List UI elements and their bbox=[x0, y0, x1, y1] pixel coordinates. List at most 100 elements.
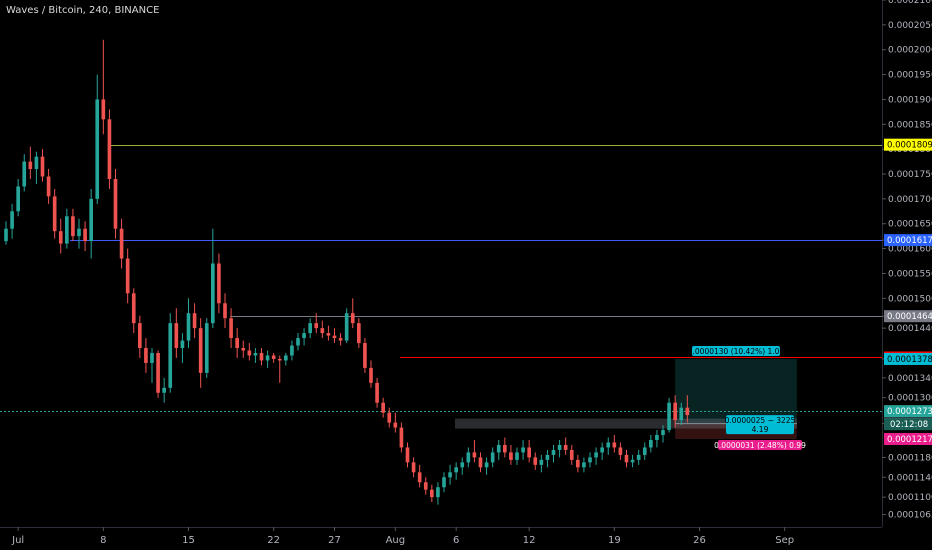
candle-body bbox=[363, 343, 367, 368]
candle-body bbox=[655, 435, 659, 440]
candle-body bbox=[308, 323, 312, 334]
candle-body bbox=[405, 447, 410, 463]
price-tick-label: 0.0002100 bbox=[888, 0, 932, 6]
candle-body bbox=[101, 99, 106, 120]
candle-body bbox=[490, 452, 495, 463]
candle-body bbox=[357, 323, 361, 344]
candle-body bbox=[642, 447, 647, 455]
position-stats-text: 4.19 bbox=[752, 425, 769, 434]
time-tick-label: 22 bbox=[267, 535, 280, 546]
candle-body bbox=[618, 447, 623, 455]
candle-body bbox=[28, 161, 33, 170]
level-price-tag: 0.0001617 bbox=[887, 236, 932, 246]
level-price-tag: 0.0001809 bbox=[887, 141, 932, 151]
candle-body bbox=[302, 333, 306, 339]
candle-body bbox=[320, 328, 325, 334]
candle-body bbox=[557, 444, 562, 450]
candle-body bbox=[448, 472, 452, 478]
candle-body bbox=[478, 457, 483, 468]
time-tick-label: Aug bbox=[386, 535, 406, 546]
candle-body bbox=[192, 313, 197, 329]
price-tick-label: 0.0001950 bbox=[888, 71, 932, 81]
profit-zone bbox=[675, 358, 797, 424]
candle-body bbox=[411, 462, 416, 473]
candle-body bbox=[527, 447, 531, 458]
price-tag-bg bbox=[884, 433, 932, 446]
candle-body bbox=[4, 228, 8, 242]
candle-body bbox=[338, 338, 343, 341]
candle-body bbox=[624, 454, 629, 463]
price-tick-label: 0.0001300 bbox=[888, 394, 932, 404]
candle-body bbox=[588, 457, 592, 463]
candle-body bbox=[606, 442, 611, 448]
level-price-tag-bg bbox=[884, 234, 932, 247]
price-axis[interactable]: 0.0001065 0.0001100 0.0001140 0.0001180 0.00… bbox=[882, 0, 932, 527]
candle-body bbox=[247, 350, 252, 356]
candle-body bbox=[521, 447, 525, 453]
candle-body bbox=[551, 449, 556, 455]
candle-body bbox=[95, 99, 100, 199]
time-axis[interactable]: Jul 8 15 22 27 Aug 6 12 19 26 Sep bbox=[0, 527, 882, 546]
candle-body bbox=[332, 335, 337, 339]
candle-body bbox=[679, 407, 684, 421]
candle-body bbox=[545, 454, 550, 460]
candle-body bbox=[636, 454, 641, 460]
candle-body bbox=[144, 348, 148, 363]
price-tick-label: 0.0001550 bbox=[888, 269, 932, 279]
candle-body bbox=[204, 323, 209, 373]
candle-body bbox=[661, 430, 665, 436]
price-tick-label: 0.0002000 bbox=[888, 46, 932, 56]
candle-body bbox=[454, 467, 458, 473]
candle-body bbox=[600, 447, 604, 453]
target-label-text: 0.0000130 (10.42%) 1.04 bbox=[688, 347, 785, 356]
bar-countdown: 02:12:08 bbox=[890, 420, 928, 430]
candle-body bbox=[436, 487, 440, 498]
price-tick-label: 0.0001850 bbox=[888, 120, 932, 130]
candle-body bbox=[229, 318, 233, 339]
price-tick-label: 0.0001440 bbox=[888, 324, 932, 334]
candle-body bbox=[569, 449, 574, 460]
price-tick-label: 0.0001500 bbox=[888, 294, 932, 304]
candle-body bbox=[563, 444, 568, 450]
time-tick-label: 8 bbox=[100, 535, 106, 546]
candle-body bbox=[326, 333, 331, 336]
long-position-tool[interactable]: 0.0000130 (10.42%) 1.04 0.0000025 ~ 32254… bbox=[455, 345, 806, 451]
candle-body bbox=[40, 156, 45, 177]
candle-body bbox=[174, 323, 179, 349]
candle-body bbox=[503, 444, 507, 453]
horizontal-levels bbox=[0, 145, 882, 412]
candle-body bbox=[223, 303, 227, 319]
level-price-tag: 0.0001464 bbox=[887, 312, 932, 322]
candle-body bbox=[387, 412, 392, 423]
candles bbox=[4, 39, 690, 505]
candle-body bbox=[168, 323, 173, 388]
candle-body bbox=[381, 402, 385, 413]
candle-body bbox=[344, 313, 349, 341]
price-tag: 0.0001217 bbox=[887, 435, 932, 445]
price-tick-label: 0.0001900 bbox=[888, 95, 932, 105]
candle-body bbox=[649, 439, 653, 448]
candle-body bbox=[612, 442, 617, 448]
candle-body bbox=[496, 444, 501, 453]
price-tick-label: 0.0001180 bbox=[888, 453, 932, 463]
candle-body bbox=[673, 402, 677, 421]
price-tick-label: 0.0001140 bbox=[888, 473, 932, 483]
price-tick-label: 0.0001700 bbox=[888, 195, 932, 205]
candle-body bbox=[314, 323, 319, 329]
price-tick-label: 0.0001340 bbox=[888, 374, 932, 384]
candle-body bbox=[460, 462, 465, 468]
candle-body bbox=[277, 358, 282, 361]
level-price-tag-bg bbox=[884, 310, 932, 323]
candle-body bbox=[235, 338, 239, 349]
candle-body bbox=[533, 457, 538, 465]
position-stats-box bbox=[726, 415, 794, 435]
candle-body bbox=[265, 355, 270, 361]
candle-body bbox=[58, 231, 63, 244]
candle-body bbox=[417, 472, 422, 483]
candle-body bbox=[630, 459, 635, 463]
price-tag: 0.0001378 bbox=[887, 355, 932, 365]
candle-body bbox=[442, 477, 446, 488]
candle-body bbox=[296, 338, 300, 346]
candle-body bbox=[423, 482, 428, 490]
